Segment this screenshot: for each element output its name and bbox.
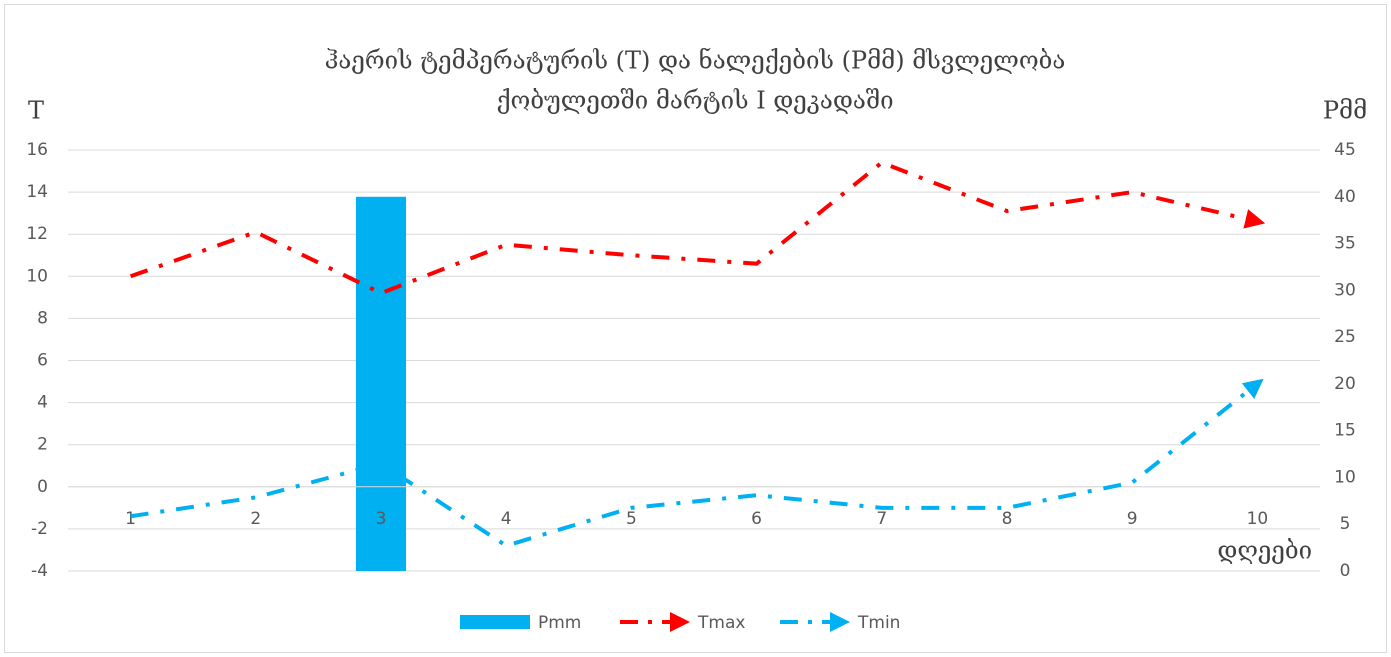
legend-item: Tmax: [620, 612, 745, 633]
y-tick-label: 10: [26, 266, 48, 286]
x-tick-label: 10: [1247, 509, 1269, 529]
y-tick-label: 8: [37, 308, 48, 328]
x-tick-label: 2: [250, 509, 261, 529]
line: [129, 160, 1266, 296]
y-tick-label: 4: [37, 393, 48, 413]
x-tick-label: 7: [876, 509, 887, 529]
x-tick-label: 6: [751, 509, 762, 529]
x-tick-label: 4: [501, 509, 512, 529]
y-tick-label: 6: [37, 351, 48, 371]
chart-border: [4, 4, 1387, 653]
y2-tick-label: 15: [1334, 421, 1356, 441]
chart-subtitle: ქობულეთში მარტის I დეკადაში: [496, 87, 893, 115]
x-tick-label: 5: [626, 509, 637, 529]
chart-title: ჰაერის ტემპერატურის (T) და ნალექების (Pმ…: [325, 47, 1066, 75]
y-tick-label: 0: [37, 477, 48, 497]
legend-label: Tmax: [697, 613, 745, 633]
y2-tick-label: 5: [1340, 514, 1351, 534]
y2-tick-label: 30: [1334, 280, 1356, 300]
y-tick-label: 16: [26, 140, 48, 160]
y2-tick-label: 25: [1334, 327, 1356, 347]
legend-label: Pmm: [538, 613, 581, 633]
legend-item: Tmin: [780, 612, 900, 633]
y2-axis-label: Pმმ: [1323, 97, 1367, 125]
x-tick-label: 9: [1127, 509, 1138, 529]
y-tick-label: 2: [37, 435, 48, 455]
y-axis-label: T: [28, 97, 44, 125]
y2-tick-label: 35: [1334, 234, 1356, 254]
y2-tick-label: 10: [1334, 467, 1356, 487]
y2-tick-label: 20: [1334, 374, 1356, 394]
x-tick-label: 1: [125, 509, 136, 529]
y2-tick-label: 45: [1334, 140, 1356, 160]
x-tick-label: 8: [1002, 509, 1013, 529]
legend-item: Pmm: [460, 613, 581, 633]
y2-tick-label: 0: [1340, 561, 1351, 581]
y2-tick-label: 40: [1334, 187, 1356, 207]
x-tick-label: 3: [376, 509, 387, 529]
x-axis-label: დღეები: [1217, 537, 1312, 565]
y-tick-label: -4: [31, 561, 48, 581]
y-tick-label: 12: [26, 224, 48, 244]
y-tick-label: 14: [26, 182, 48, 202]
legend-swatch: [460, 615, 530, 629]
bar: [355, 196, 407, 571]
y-tick-label: -2: [31, 519, 48, 539]
line: [130, 378, 1264, 548]
legend-label: Tmin: [857, 613, 900, 633]
